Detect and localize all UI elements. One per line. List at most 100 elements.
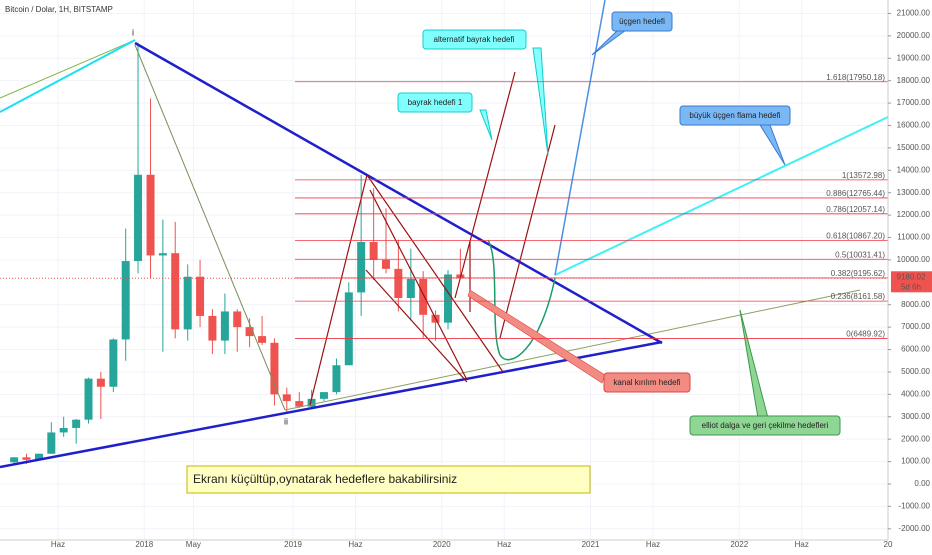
- fib-label: 0.382(9195.62): [831, 269, 886, 278]
- triangle-target-line: [554, 0, 606, 276]
- y-tick-label: 2000.00: [901, 434, 930, 443]
- channel-line: [369, 189, 468, 381]
- flag-line: [454, 71, 516, 299]
- x-tick-label: Haz: [795, 540, 809, 549]
- candle-body: [258, 336, 267, 343]
- candle-body: [344, 292, 353, 366]
- callout-text: kanal kırılım hedefi: [613, 378, 680, 387]
- x-tick-label: Haz: [51, 540, 65, 549]
- trend-line: [0, 39, 136, 113]
- candle-body: [171, 253, 180, 330]
- y-tick-label: 0.00: [914, 479, 930, 488]
- candle-body: [332, 365, 341, 393]
- candle-body: [220, 311, 229, 341]
- callout-text: elliot dalga ve geri çekilme hedefleri: [702, 421, 829, 430]
- x-tick-label: 2020: [433, 540, 451, 549]
- callouts: alternatif bayrak hedefi bayrak hedefi 1…: [132, 11, 841, 494]
- callout-pointer: [532, 47, 549, 156]
- y-tick-label: 12000.00: [897, 210, 931, 219]
- candle-body: [233, 311, 242, 328]
- candle-body: [208, 315, 217, 341]
- callout-text: büyük üçgen flama hedefi: [689, 111, 780, 120]
- candle-body: [72, 419, 81, 428]
- y-tick-label: 11000.00: [897, 233, 930, 242]
- candle-body: [34, 453, 43, 460]
- channel-line: [366, 174, 504, 373]
- candle-body: [10, 457, 19, 463]
- note-box: [186, 465, 591, 494]
- candle-body: [47, 432, 56, 454]
- callout-box: [603, 372, 691, 393]
- fib-label: 0(6489.92): [846, 330, 885, 339]
- candle-body: [183, 276, 192, 330]
- candle-body: [96, 378, 105, 387]
- candle-body: [245, 327, 254, 337]
- candle-body: [84, 378, 93, 420]
- fib-label: 1.618(17950.18): [826, 73, 885, 82]
- trend-line: [284, 289, 861, 411]
- callout-pointer: [467, 289, 606, 384]
- flag-line: [499, 124, 556, 339]
- y-tick-label: 15000.00: [897, 143, 931, 152]
- y-tick-label: 16000.00: [897, 121, 931, 130]
- callout-text: üçgen hedefi: [619, 17, 665, 26]
- candle-body: [22, 457, 31, 460]
- wave-label: ii: [284, 416, 288, 426]
- y-tick-label: 4000.00: [901, 389, 930, 398]
- y-tick-label: 19000.00: [897, 53, 931, 62]
- x-tick-label: 2022: [730, 540, 748, 549]
- y-tick-label: 17000.00: [897, 98, 931, 107]
- x-tick-label: 2018: [135, 540, 153, 549]
- candle-body: [307, 398, 316, 407]
- candle-layer: [10, 42, 465, 465]
- fib-layer: 1.618(17950.18) 1(13572.98) 0.886(12765.44…: [0, 73, 888, 339]
- candle-body: [59, 427, 68, 433]
- countdown-label: 5d 6h: [901, 282, 921, 291]
- callout-text: alternatif bayrak hedefi: [434, 35, 515, 44]
- x-tick-label: Haz: [348, 540, 362, 549]
- callout-box: [422, 29, 527, 50]
- y-tick-label: 3000.00: [901, 412, 930, 421]
- callout-box: [611, 11, 673, 32]
- chart-title: Bitcoin / Dolar, 1H, BITSTAMP: [5, 5, 113, 14]
- x-tick-label: 2021: [582, 540, 600, 549]
- candle-body: [319, 392, 328, 399]
- candle-body: [196, 276, 205, 316]
- x-tick-label: Haz: [497, 540, 511, 549]
- axes-layer: 21000.00 20000.00 19000.00 18000.00 17000.00…: [51, 9, 932, 549]
- candle-body: [357, 241, 366, 293]
- callout-box: [397, 92, 473, 113]
- callout-box: [689, 415, 841, 436]
- x-tick-label: 20: [884, 540, 893, 549]
- trend-line: [0, 39, 136, 99]
- candle-body: [394, 268, 403, 299]
- y-tick-label: 5000.00: [901, 367, 930, 376]
- candle-body: [295, 401, 304, 407]
- triangle-lower: [0, 340, 663, 469]
- y-tick-label: 8000.00: [901, 300, 930, 309]
- candle-body: [381, 259, 390, 269]
- fib-label: 0.786(12057.14): [826, 205, 885, 214]
- y-tick-label: 13000.00: [897, 188, 931, 197]
- fib-label: 0.5(10031.41): [835, 250, 885, 259]
- y-tick-label: 14000.00: [897, 165, 931, 174]
- last-price-label: 9180.02: [897, 272, 926, 281]
- candle-body: [121, 261, 130, 340]
- candle-body: [134, 174, 143, 262]
- candle-body: [444, 274, 453, 323]
- wave-label: i: [132, 27, 134, 37]
- callout-text: bayrak hedefi 1: [408, 98, 463, 107]
- callout-pointer: [479, 109, 493, 141]
- candle-body: [419, 278, 428, 315]
- y-tick-label: -2000.00: [898, 524, 930, 533]
- channel-line: [309, 174, 368, 406]
- x-tick-label: Haz: [646, 540, 660, 549]
- y-tick-label: 21000.00: [897, 9, 931, 18]
- candle-body: [146, 174, 155, 256]
- x-tick-label: May: [186, 540, 201, 549]
- y-tick-label: 6000.00: [901, 345, 930, 354]
- note-text: Ekranı küçültüp,oynatarak hedeflere baka…: [193, 472, 457, 486]
- y-tick-label: -1000.00: [898, 501, 930, 510]
